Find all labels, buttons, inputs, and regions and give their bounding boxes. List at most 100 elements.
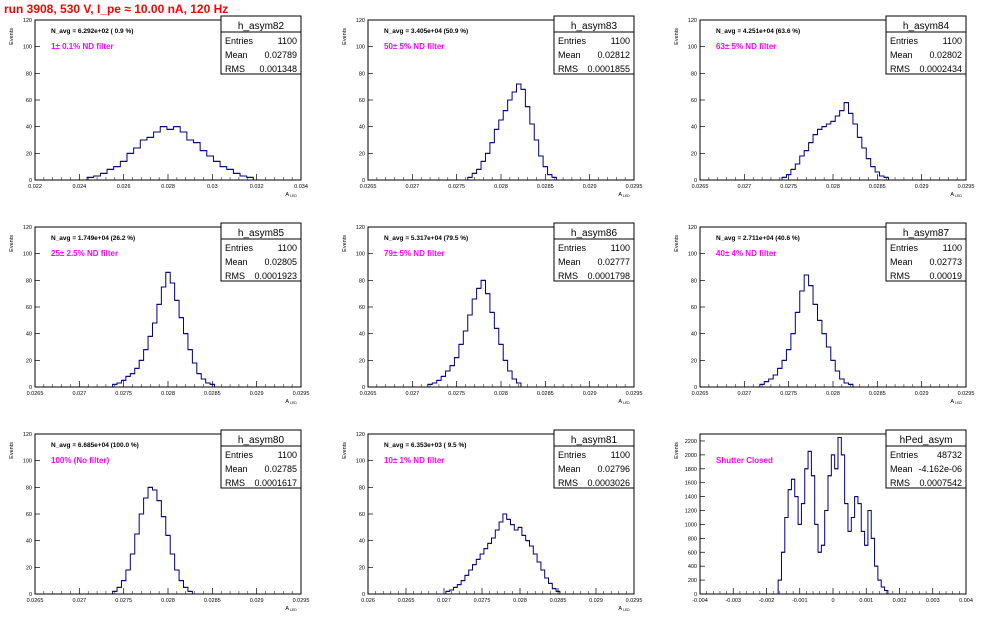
x-tick-label: 0.029 (250, 391, 264, 397)
y-tick-label: 60 (691, 305, 697, 311)
stat-value: 0.0001617 (254, 478, 297, 488)
x-tick-label: -0.004 (692, 598, 708, 604)
histogram-name: h_asym81 (571, 435, 618, 446)
y-tick-label: 0 (362, 385, 365, 391)
y-tick-label: 1600 (685, 481, 697, 487)
x-tick-label: 0.001 (859, 598, 873, 604)
stat-label: Mean (558, 464, 581, 474)
y-tick-label: 400 (688, 564, 697, 570)
x-axis-label-sub: LED (623, 194, 630, 198)
x-axis-label: A (618, 606, 622, 612)
x-tick-label: 0.029 (583, 391, 597, 397)
stat-label: RMS (225, 271, 245, 281)
x-axis-label-sub: LED (623, 401, 630, 405)
stat-label: Mean (225, 50, 248, 60)
x-tick-label: 0.0285 (204, 391, 221, 397)
stat-value: 0.02777 (597, 257, 630, 267)
y-tick-label: 80 (26, 485, 32, 491)
stat-value: 1100 (278, 36, 297, 46)
y-tick-label: 120 (688, 225, 697, 231)
y-tick-label: 100 (23, 459, 32, 465)
x-tick-label: 0.029 (250, 598, 264, 604)
y-tick-label: 80 (691, 71, 697, 77)
y-axis-label: Events (342, 28, 348, 45)
x-tick-label: -0.002 (759, 598, 775, 604)
histogram-panel-hPed_asym: 0 200 400 600 800 1000 1200 1400 1600 1800 2000 220… (674, 429, 973, 604)
y-tick-label: 40 (26, 125, 32, 131)
stat-label: Mean (225, 464, 248, 474)
histogram-line (112, 271, 216, 387)
x-tick-label: 0.032 (250, 184, 264, 190)
histogram-panel-h_asym83: 0 20 40 60 80 100 120 0.0265 0.027 0.0275 0.028 0.0… (342, 15, 642, 198)
x-tick-label: 0.029 (915, 391, 929, 397)
y-tick-label: 60 (359, 512, 365, 518)
x-tick-label: 0.0275 (448, 184, 465, 190)
navg-label: N_avg = 6.685e+04 (100.0 %) (51, 442, 139, 449)
histogram-line (445, 513, 561, 594)
y-axis-label: Events (9, 442, 15, 459)
filter-annotation: 50± 5% ND filter (384, 42, 444, 51)
histogram-name: h_asym85 (238, 228, 285, 239)
x-tick-label: 0.028 (513, 598, 527, 604)
y-tick-label: 1800 (685, 467, 697, 473)
x-tick-label: 0.0275 (474, 598, 491, 604)
y-tick-label: 100 (23, 45, 32, 51)
y-tick-label: 120 (23, 18, 32, 24)
histogram-line (427, 279, 522, 387)
stat-label: RMS (890, 478, 910, 488)
navg-label: N_avg = 6.353e+03 ( 9.5 %) (384, 442, 466, 449)
stat-label: Mean (890, 464, 913, 474)
x-tick-label: 0.0265 (27, 598, 44, 604)
x-tick-label: 0.028 (161, 184, 175, 190)
x-tick-label: 0.029 (589, 598, 603, 604)
y-tick-label: 120 (356, 18, 365, 24)
y-tick-label: 20 (691, 151, 697, 157)
stat-value: 0.0001798 (587, 271, 630, 281)
y-tick-label: 100 (356, 252, 365, 258)
y-tick-label: 40 (359, 539, 365, 545)
y-tick-label: 0 (29, 592, 32, 598)
stats-box-frame (220, 15, 302, 75)
stat-value: 0.02812 (597, 50, 630, 60)
stat-value: 0.02796 (597, 464, 630, 474)
x-tick-label: 0.027 (72, 391, 86, 397)
y-tick-label: 20 (359, 151, 365, 157)
y-tick-label: 20 (26, 358, 32, 364)
y-axis-label: Events (342, 442, 348, 459)
x-tick-label: 0.027 (405, 184, 419, 190)
y-axis-label: Events (674, 28, 680, 45)
x-tick-label: 0.026 (361, 598, 375, 604)
navg-label: N_avg = 1.749e+04 (26.2 %) (51, 235, 135, 242)
y-tick-label: 0 (362, 178, 365, 184)
y-tick-label: 0 (694, 592, 697, 598)
x-tick-label: 0.0285 (869, 184, 886, 190)
histogram-name: h_asym86 (571, 228, 618, 239)
x-axis-label: A (950, 399, 954, 405)
y-axis-label: Events (342, 235, 348, 252)
x-tick-label: 0.0275 (780, 184, 797, 190)
x-tick-label: 0.0265 (692, 391, 709, 397)
y-tick-label: 0 (362, 592, 365, 598)
stat-label: RMS (225, 64, 245, 74)
histogram-name: hPed_asym (900, 435, 953, 446)
navg-label: N_avg = 4.251e+04 (63.6 %) (716, 28, 800, 35)
stats-box: h_asym81 Entries 1100 Mean 0.02796 RMS 0.00030… (553, 429, 635, 489)
y-tick-label: 100 (688, 252, 697, 258)
x-tick-label: 0.0275 (780, 391, 797, 397)
stats-box: h_asym84 Entries 1100 Mean 0.02802 RMS 0.00024… (885, 15, 967, 75)
stats-box-frame (220, 222, 302, 282)
stat-label: Entries (558, 450, 587, 460)
y-tick-label: 1200 (685, 509, 697, 515)
y-tick-label: 0 (29, 178, 32, 184)
stat-value: -4.162e-06 (918, 464, 962, 474)
x-tick-label: 0.027 (737, 391, 751, 397)
stat-value: 48732 (937, 450, 962, 460)
x-tick-label: 0.0295 (293, 598, 310, 604)
y-tick-label: 120 (23, 225, 32, 231)
x-tick-label: 0.0265 (27, 391, 44, 397)
x-tick-label: 0.027 (405, 391, 419, 397)
stats-box: h_asym83 Entries 1100 Mean 0.02812 RMS 0.00018… (553, 15, 635, 75)
x-tick-label: 0.0265 (692, 184, 709, 190)
x-axis-label-sub: LED (623, 608, 630, 612)
x-tick-label: 0.028 (161, 598, 175, 604)
